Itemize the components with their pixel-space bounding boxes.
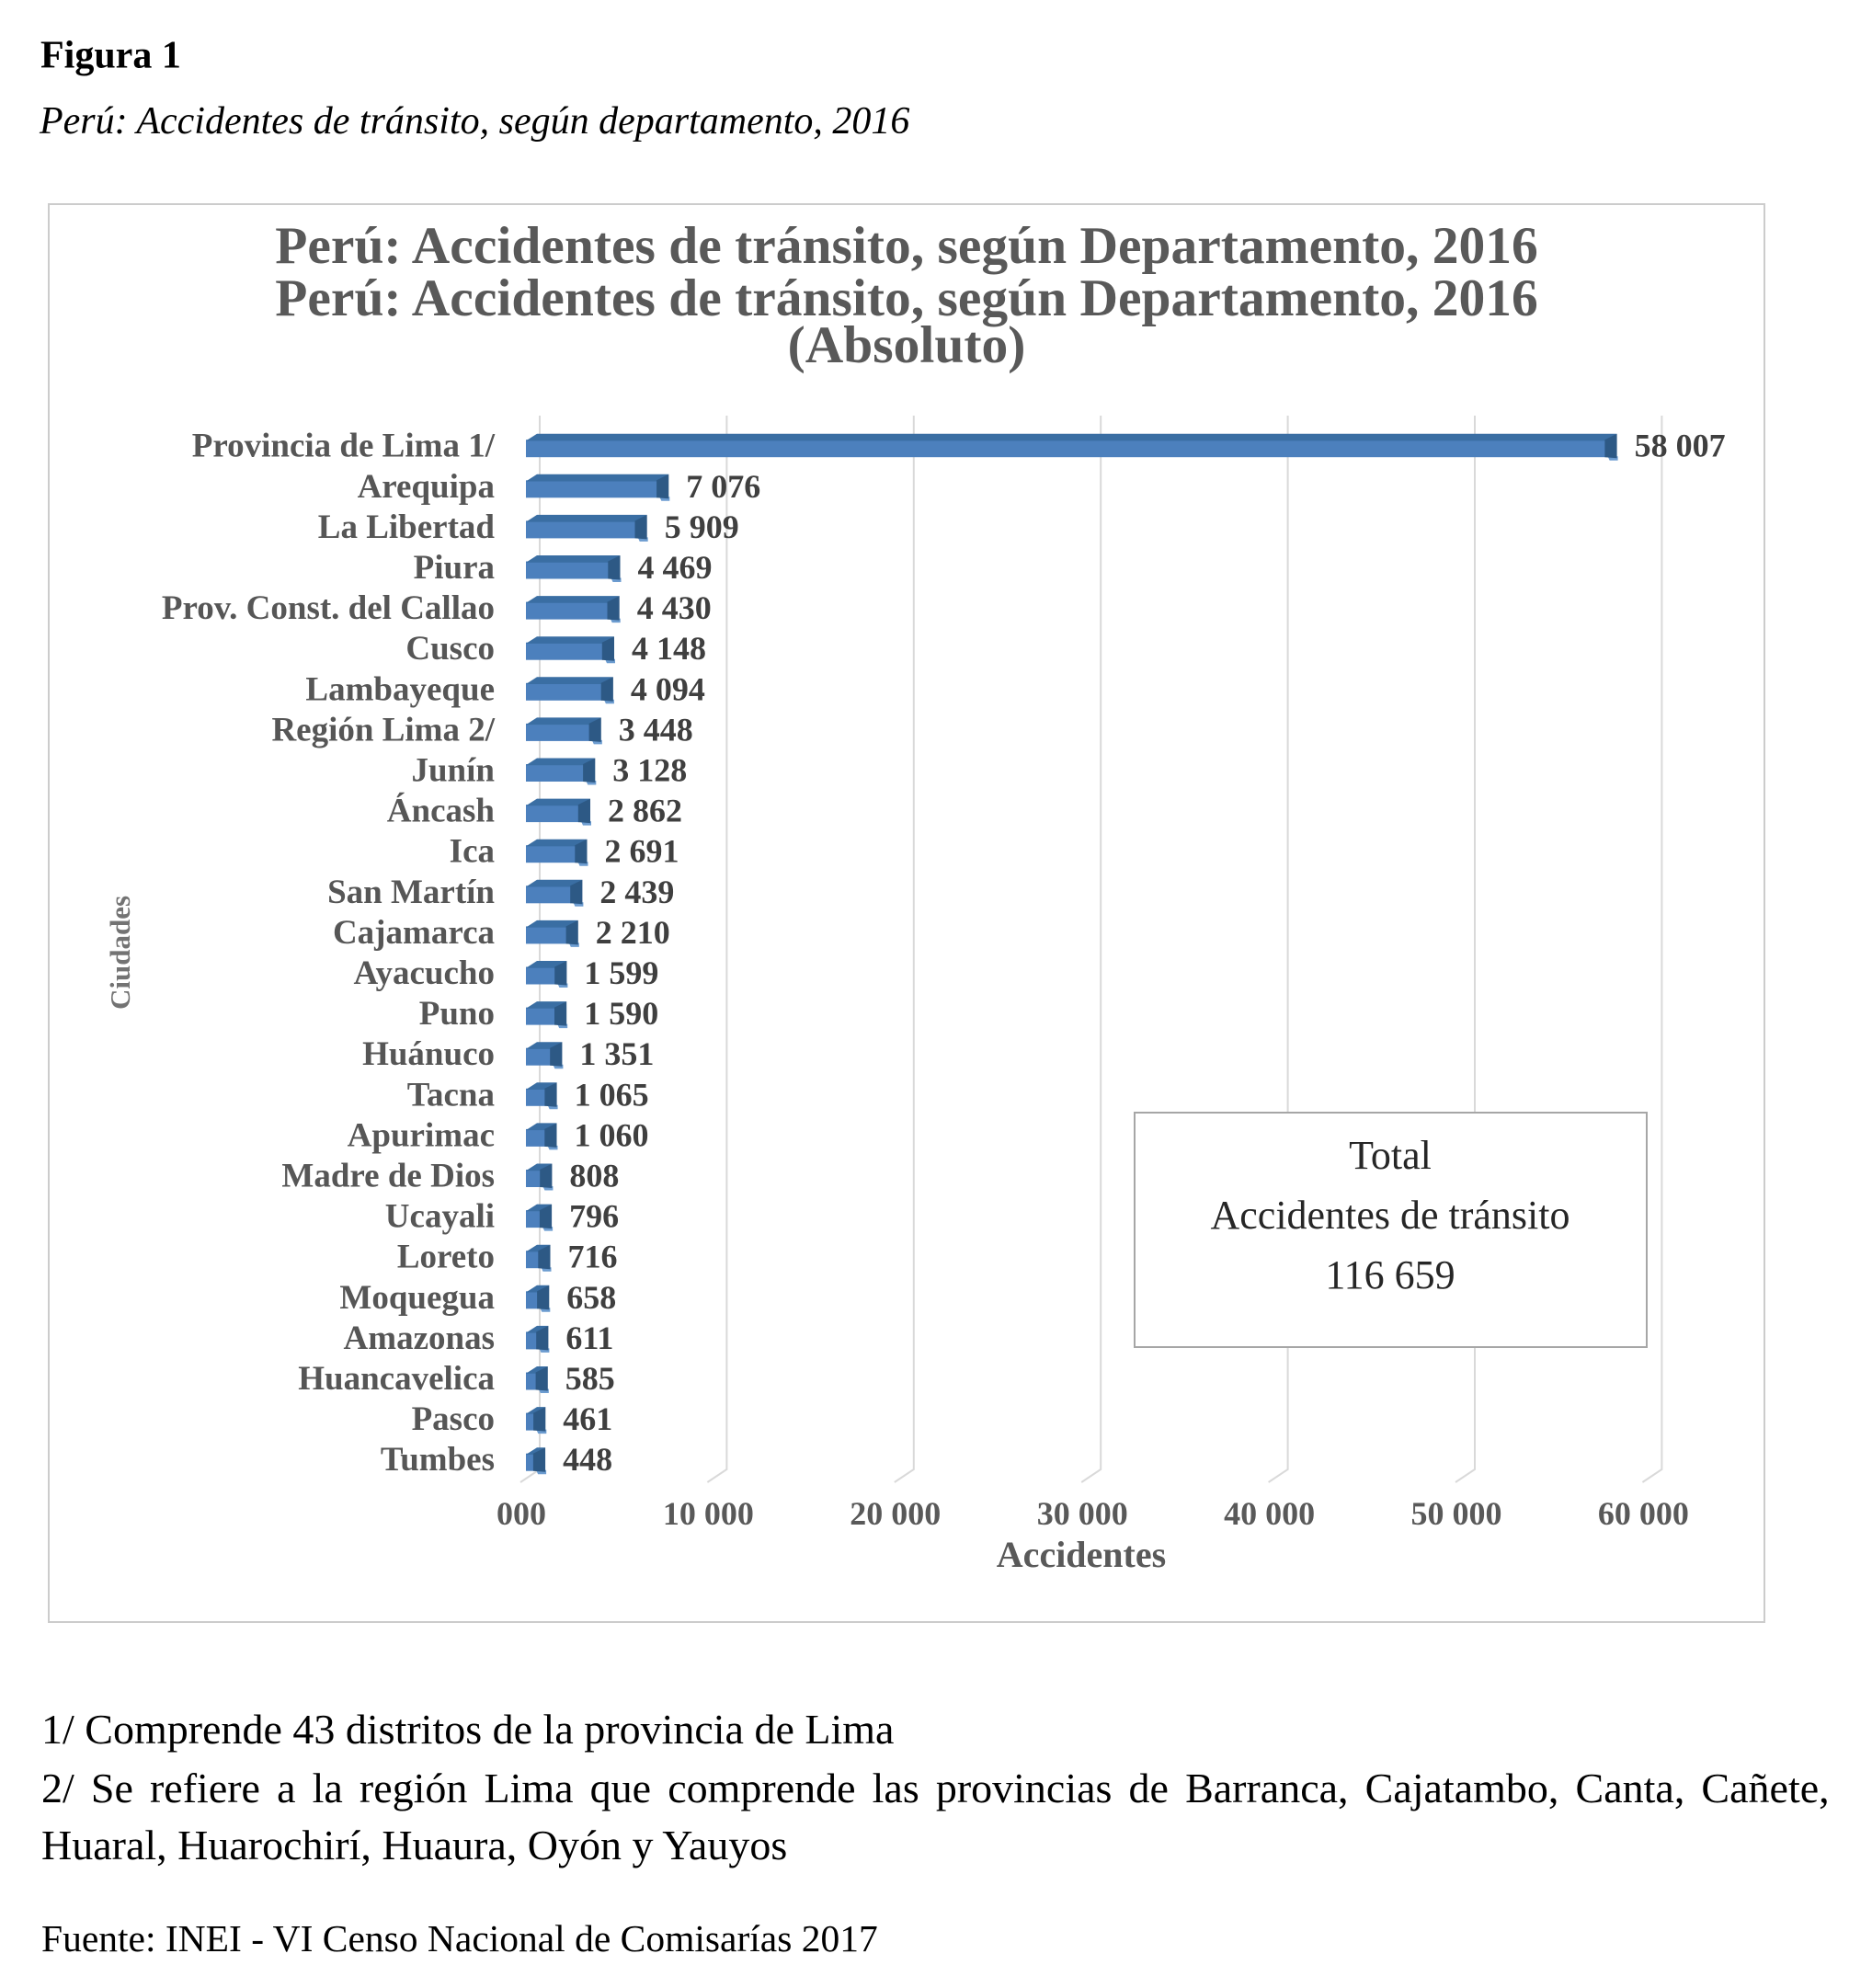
svg-text:2 210: 2 210 — [596, 914, 670, 951]
svg-text:000: 000 — [497, 1495, 546, 1532]
svg-text:Pasco: Pasco — [412, 1400, 495, 1438]
svg-text:Áncash: Áncash — [387, 792, 496, 830]
svg-text:La Libertad: La Libertad — [318, 508, 496, 546]
svg-text:40 000: 40 000 — [1224, 1495, 1315, 1532]
svg-text:116 659: 116 659 — [1325, 1252, 1455, 1297]
svg-text:Ciudades: Ciudades — [104, 896, 136, 1010]
svg-text:Tacna: Tacna — [407, 1076, 495, 1114]
svg-text:Tumbes: Tumbes — [381, 1441, 495, 1479]
svg-text:658: 658 — [566, 1279, 616, 1316]
svg-text:San Martín: San Martín — [327, 874, 495, 911]
svg-text:2 691: 2 691 — [605, 833, 679, 870]
svg-text:Lambayeque: Lambayeque — [305, 670, 495, 708]
svg-text:Huancavelica: Huancavelica — [298, 1360, 495, 1398]
svg-text:4 469: 4 469 — [638, 549, 713, 586]
svg-text:Puno: Puno — [419, 995, 495, 1033]
svg-text:1 065: 1 065 — [575, 1076, 649, 1113]
svg-text:Loreto: Loreto — [397, 1239, 495, 1276]
svg-text:Total: Total — [1349, 1133, 1432, 1178]
svg-text:Prov. Const. del Callao: Prov. Const. del Callao — [162, 589, 495, 627]
svg-text:30 000: 30 000 — [1037, 1495, 1128, 1532]
svg-text:Cusco: Cusco — [405, 630, 495, 668]
svg-text:60 000: 60 000 — [1598, 1495, 1689, 1532]
svg-text:Junín: Junín — [411, 752, 495, 790]
svg-text:5 909: 5 909 — [665, 508, 739, 545]
svg-text:Provincia de Lima 1/: Provincia de Lima 1/ — [192, 428, 496, 465]
svg-text:585: 585 — [565, 1360, 615, 1397]
svg-text:Apurimac: Apurimac — [348, 1116, 495, 1154]
svg-text:Moquegua: Moquegua — [339, 1279, 495, 1317]
svg-text:Piura: Piura — [414, 549, 495, 587]
svg-text:Figura 1: Figura 1 — [40, 35, 181, 77]
svg-text:Fuente: INEI - VI Censo Nacion: Fuente: INEI - VI Censo Nacional de Comi… — [41, 1917, 878, 1959]
svg-text:1 060: 1 060 — [575, 1116, 649, 1153]
svg-text:58 007: 58 007 — [1635, 428, 1726, 464]
svg-text:808: 808 — [569, 1158, 619, 1194]
svg-text:2 439: 2 439 — [599, 874, 674, 910]
svg-text:461: 461 — [563, 1400, 612, 1437]
svg-text:1 599: 1 599 — [584, 954, 658, 991]
svg-text:448: 448 — [563, 1441, 612, 1478]
svg-text:796: 796 — [569, 1198, 619, 1235]
svg-text:50 000: 50 000 — [1411, 1495, 1502, 1532]
svg-text:Accidentes de tránsito: Accidentes de tránsito — [1211, 1193, 1570, 1238]
svg-text:4 094: 4 094 — [631, 670, 705, 707]
svg-text:Región Lima 2/: Región Lima 2/ — [271, 711, 495, 748]
svg-text:3 448: 3 448 — [619, 711, 693, 748]
svg-text:3 128: 3 128 — [612, 752, 687, 789]
svg-text:2 862: 2 862 — [608, 793, 682, 829]
svg-text:611: 611 — [565, 1320, 613, 1356]
svg-text:4 430: 4 430 — [637, 589, 712, 626]
svg-text:Madre de Dios: Madre de Dios — [281, 1158, 495, 1195]
svg-text:716: 716 — [568, 1239, 618, 1275]
svg-text:1/ Comprende 43 distritos de l: 1/ Comprende 43 distritos de la provinci… — [41, 1706, 894, 1753]
svg-text:Ayacucho: Ayacucho — [354, 954, 495, 992]
svg-text:1 351: 1 351 — [579, 1035, 654, 1072]
svg-text:2/ Se refiere a la región Lima: 2/ Se refiere a la región Lima que compr… — [41, 1765, 1830, 1811]
svg-text:Ucayali: Ucayali — [385, 1198, 495, 1236]
svg-text:Perú: Accidentes de tránsito,: Perú: Accidentes de tránsito, según Depa… — [275, 269, 1537, 327]
svg-text:4 148: 4 148 — [632, 630, 706, 667]
svg-text:Huaral, Huarochirí, Huaura, Oy: Huaral, Huarochirí, Huaura, Oyón y Yauyo… — [41, 1822, 787, 1868]
svg-text:7 076: 7 076 — [686, 468, 760, 505]
svg-text:Arequipa: Arequipa — [358, 468, 495, 506]
svg-text:Perú: Accidentes de tránsito,: Perú: Accidentes de tránsito, según Depa… — [275, 217, 1537, 275]
svg-text:Perú: Accidentes de tránsito,: Perú: Accidentes de tránsito, según depa… — [39, 100, 909, 143]
svg-text:(Absoluto): (Absoluto) — [788, 316, 1026, 374]
svg-text:10 000: 10 000 — [663, 1495, 754, 1532]
svg-text:Accidentes: Accidentes — [997, 1534, 1166, 1575]
svg-text:1 590: 1 590 — [584, 995, 658, 1032]
svg-text:Huánuco: Huánuco — [362, 1035, 495, 1073]
svg-text:Ica: Ica — [450, 833, 495, 871]
svg-text:Amazonas: Amazonas — [344, 1320, 495, 1357]
svg-text:Cajamarca: Cajamarca — [333, 914, 495, 952]
svg-text:20 000: 20 000 — [850, 1495, 941, 1532]
